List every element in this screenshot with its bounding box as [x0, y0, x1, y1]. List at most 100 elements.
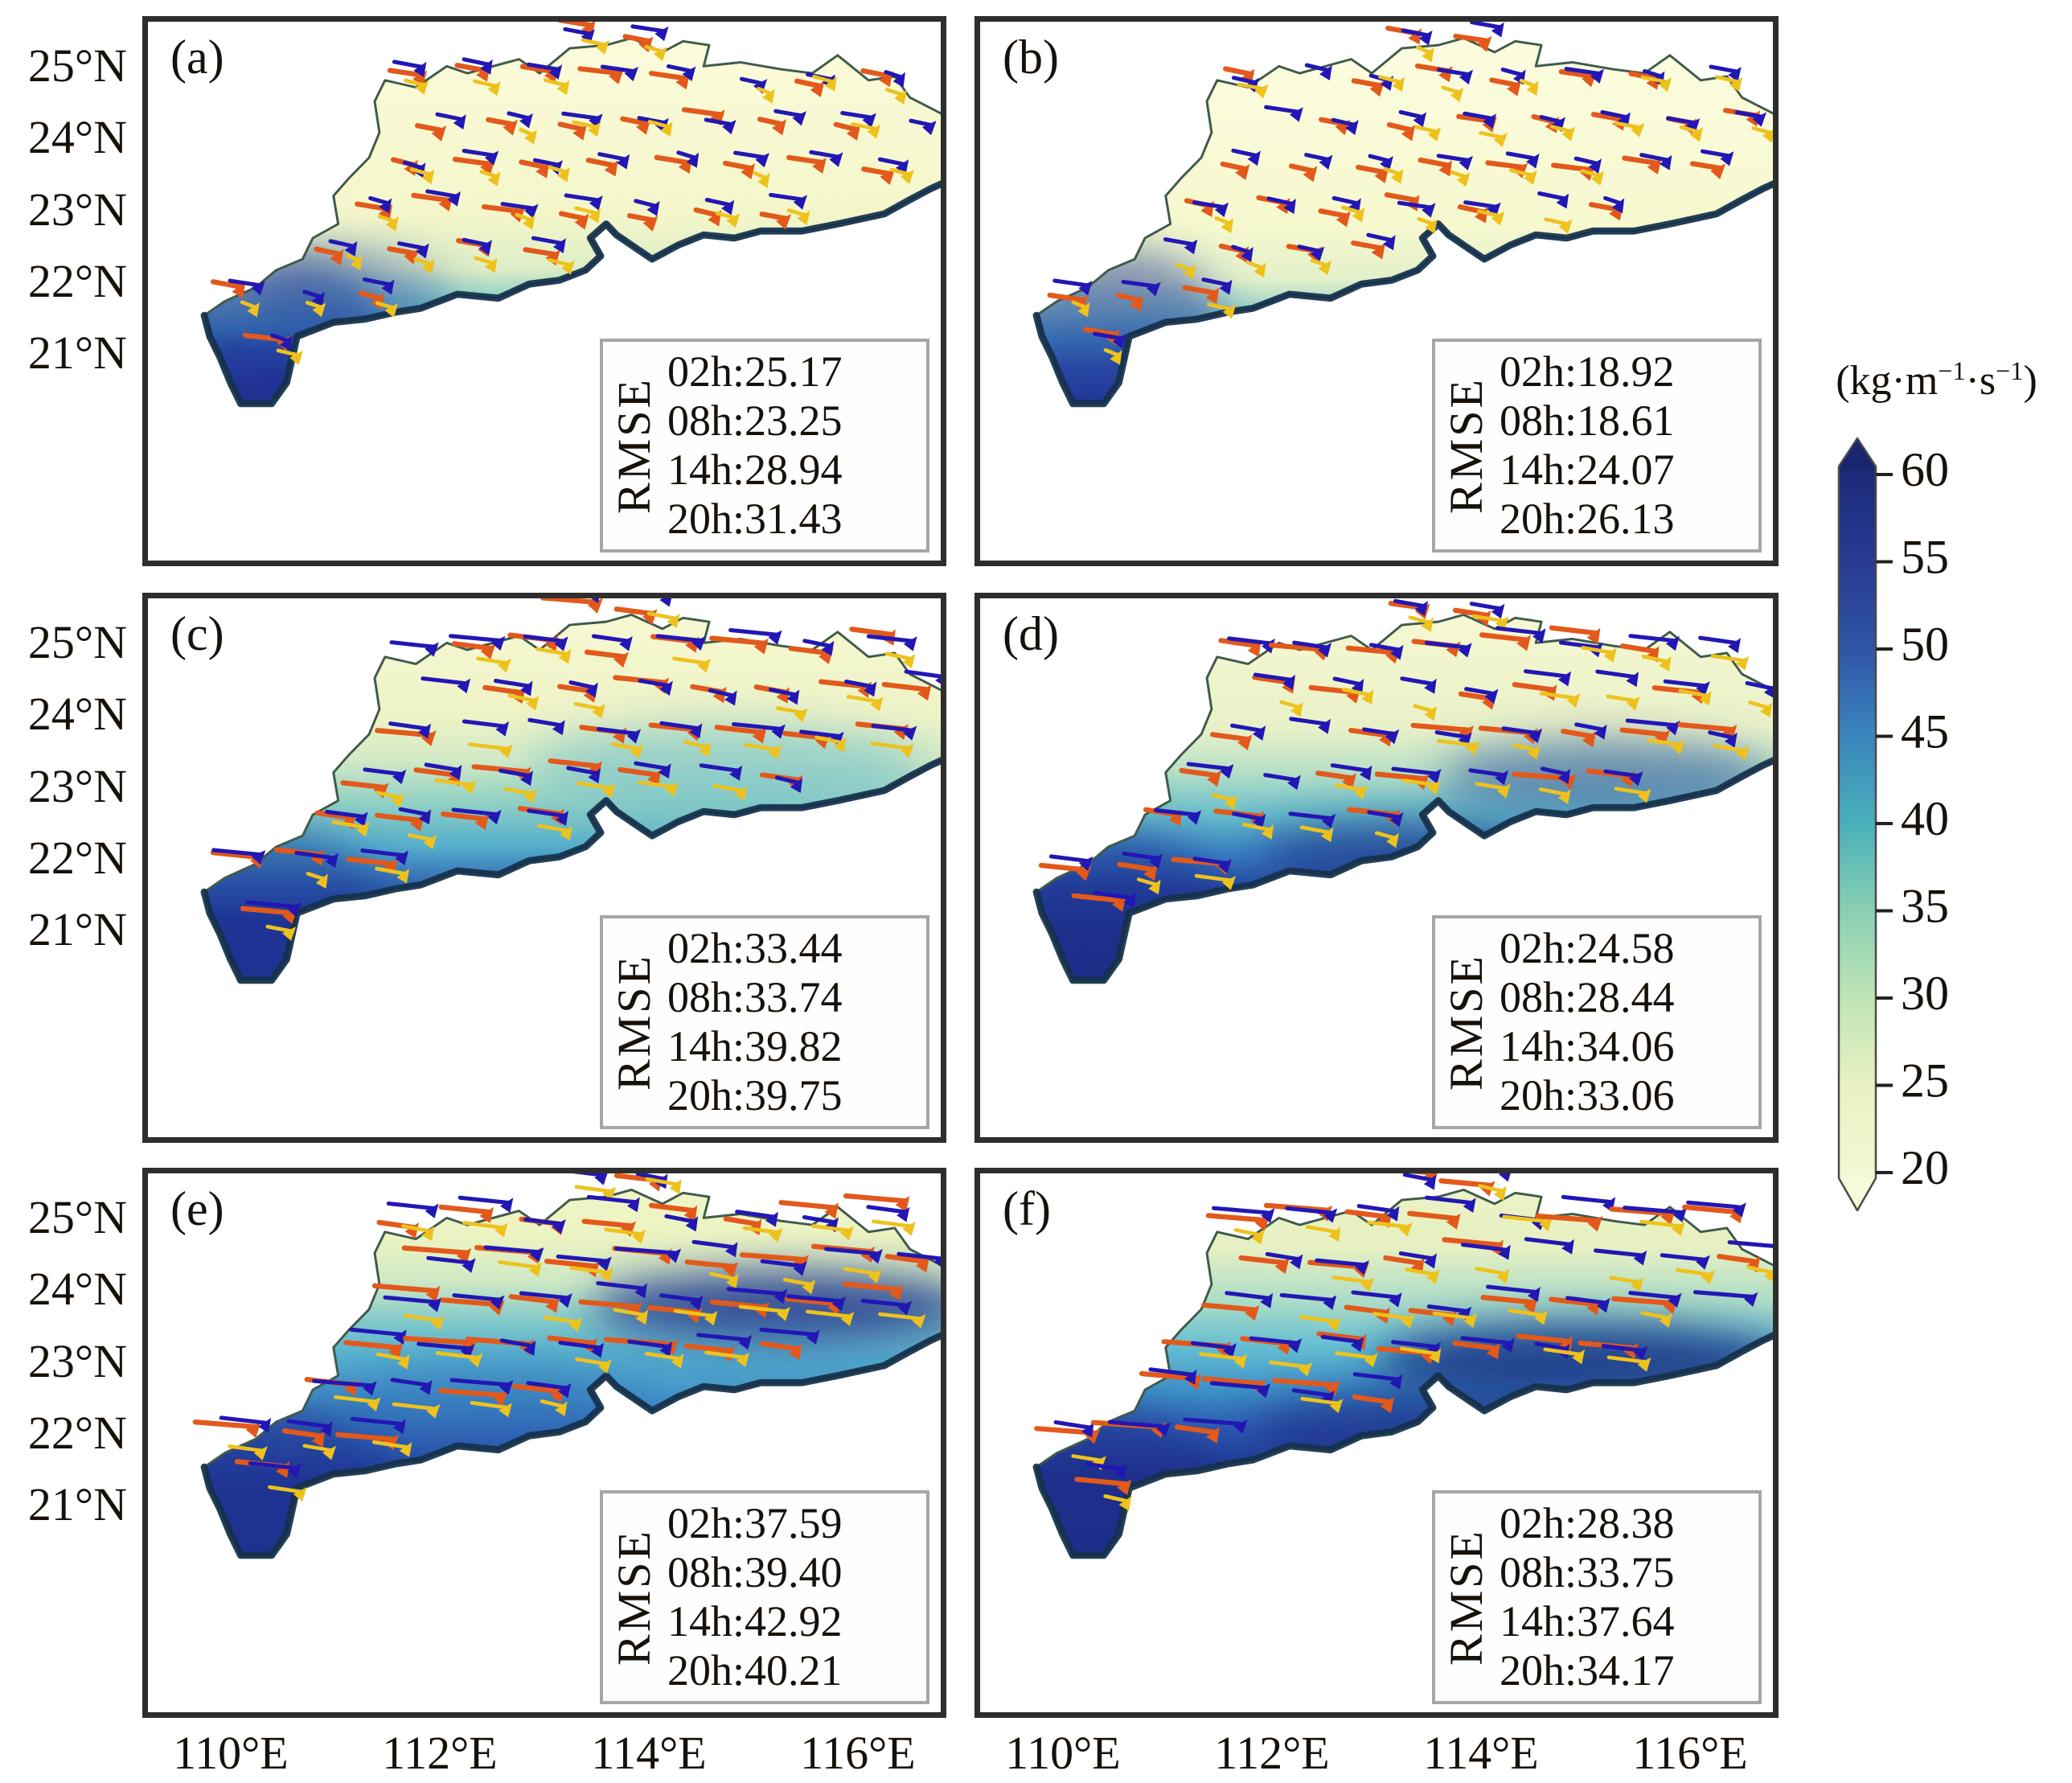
x-axis-label: 116°E	[800, 1727, 916, 1779]
rmse-box-title: RMSE	[608, 377, 660, 514]
rmse-box: RMSE 02h:33.44 08h:33.74 14h:39.82 20h:39.75	[600, 915, 929, 1129]
y-axis-label: 23°N	[27, 759, 127, 812]
rmse-line: 14h:37.64	[1500, 1597, 1675, 1645]
rmse-box-title: RMSE	[1440, 377, 1492, 514]
rmse-box-title: RMSE	[1440, 954, 1492, 1091]
colorbar-tick-label: 35	[1901, 879, 1949, 932]
colorbar-tick-label: 30	[1901, 967, 1949, 1020]
colorbar-unit-post: )	[2023, 358, 2037, 404]
y-axis-label: 25°N	[27, 616, 127, 668]
coastline	[200, 1332, 941, 1559]
colorbar-tick-label: 55	[1901, 530, 1949, 583]
y-axis-label: 24°N	[27, 1263, 127, 1316]
panel-label: (f)	[1003, 1182, 1051, 1235]
y-axis-label: 25°N	[27, 39, 127, 92]
panel-label: (a)	[170, 31, 224, 84]
colorbar-tick-label: 25	[1901, 1054, 1949, 1107]
colorbar-unit-pre: (kg·m	[1836, 358, 1939, 404]
rmse-values: 02h:28.38 08h:33.75 14h:37.64 20h:34.17	[1490, 1499, 1758, 1695]
rmse-box: RMSE 02h:28.38 08h:33.75 14h:37.64 20h:34.17	[1432, 1490, 1762, 1704]
rmse-line: 20h:33.06	[1500, 1071, 1675, 1120]
coastline	[200, 180, 941, 408]
rmse-line: 08h:33.74	[667, 973, 843, 1021]
map-panel-c: (c) RMSE 02h:33.44 08h:33.74 14h:39.82 20h:39…	[142, 593, 946, 1143]
y-axis-label: 21°N	[27, 903, 127, 956]
rmse-values: 02h:24.58 08h:28.44 14h:34.06 20h:33.06	[1490, 924, 1758, 1120]
y-axis-label: 22°N	[27, 831, 127, 884]
rmse-values: 02h:33.44 08h:33.74 14h:39.82 20h:39.75	[658, 924, 926, 1120]
x-axis-label: 114°E	[1423, 1727, 1539, 1779]
map-panel-f: (f) RMSE 02h:28.38 08h:33.75 14h:37.64 20h:34…	[974, 1168, 1779, 1718]
colorbar-unit-sup2: −1	[1996, 356, 2024, 386]
rmse-line: 02h:37.59	[667, 1499, 843, 1547]
rmse-line: 20h:26.13	[1500, 495, 1675, 543]
rmse-line: 08h:18.61	[1500, 396, 1675, 445]
coastline	[1032, 180, 1773, 408]
map-panel-a: (a) RMSE 02h:25.17 08h:23.25 14h:28.94 20h:31…	[142, 16, 946, 566]
x-axis-label: 116°E	[1632, 1727, 1748, 1779]
rmse-line: 02h:28.38	[1500, 1499, 1675, 1547]
y-axis-label: 25°N	[27, 1191, 127, 1243]
y-axis-label: 21°N	[27, 327, 127, 380]
rmse-box: RMSE 02h:18.92 08h:18.61 14h:24.07 20h:26.13	[1432, 339, 1762, 553]
colorbar-unit-mid: ·s	[1965, 358, 1996, 404]
coastline	[1032, 1332, 1773, 1559]
colorbar-tick-label: 20	[1901, 1141, 1949, 1194]
rmse-line: 20h:39.75	[667, 1071, 843, 1120]
rmse-line: 14h:42.92	[667, 1597, 843, 1645]
wind-arrows	[1047, 22, 1773, 365]
x-axis-label: 112°E	[382, 1727, 498, 1779]
colorbar-tick-label: 45	[1901, 705, 1949, 758]
rmse-values: 02h:37.59 08h:39.40 14h:42.92 20h:40.21	[658, 1499, 926, 1695]
y-axis-label: 22°N	[27, 1406, 127, 1459]
wind-arrows	[1038, 598, 1773, 912]
x-axis-label: 114°E	[591, 1727, 707, 1779]
colorbar-tick-label: 60	[1901, 443, 1949, 496]
map-panel-e: (e) RMSE 02h:37.59 08h:39.40 14h:42.92 20h:40…	[142, 1168, 946, 1718]
rmse-line: 14h:39.82	[667, 1022, 843, 1070]
rmse-box-title: RMSE	[608, 954, 660, 1091]
colorbar-unit-label: (kg·m−1·s−1)	[1801, 356, 2072, 405]
y-axis-label: 23°N	[27, 183, 127, 236]
wind-arrows	[210, 22, 937, 365]
map-canvas	[1032, 22, 1773, 408]
rmse-line: 20h:34.17	[1500, 1646, 1675, 1695]
colorbar-tick-label: 40	[1901, 792, 1949, 845]
rmse-line: 20h:40.21	[667, 1646, 843, 1695]
map-panel-d: (d) RMSE 02h:24.58 08h:28.44 14h:34.06 20h:33…	[974, 593, 1779, 1143]
rmse-line: 08h:39.40	[667, 1548, 843, 1596]
map-canvas	[200, 598, 941, 984]
rmse-line: 14h:34.06	[1500, 1022, 1675, 1070]
rmse-line: 08h:33.75	[1500, 1548, 1675, 1596]
coastline	[1032, 757, 1773, 984]
rmse-line: 08h:23.25	[667, 396, 843, 445]
y-axis-label: 24°N	[27, 111, 127, 164]
x-axis-label: 110°E	[173, 1727, 289, 1779]
rmse-line: 14h:28.94	[667, 446, 843, 494]
rmse-box: RMSE 02h:25.17 08h:23.25 14h:28.94 20h:31.43	[600, 339, 929, 553]
rmse-values: 02h:18.92 08h:18.61 14h:24.07 20h:26.13	[1490, 347, 1758, 544]
rmse-line: 02h:25.17	[667, 347, 843, 396]
y-axis-label: 23°N	[27, 1334, 127, 1387]
colorbar-bar	[1837, 437, 1877, 1212]
rmse-line: 02h:24.58	[1500, 924, 1675, 972]
rmse-box: RMSE 02h:24.58 08h:28.44 14h:34.06 20h:33.06	[1432, 915, 1762, 1129]
map-panel-b: (b) RMSE 02h:18.92 08h:18.61 14h:24.07 20h:26…	[974, 16, 1779, 566]
x-axis-label: 110°E	[1005, 1727, 1121, 1779]
rmse-values: 02h:25.17 08h:23.25 14h:28.94 20h:31.43	[658, 347, 926, 544]
rmse-box-title: RMSE	[1440, 1529, 1492, 1666]
rmse-line: 14h:24.07	[1500, 446, 1675, 494]
colorbar-unit-sup1: −1	[1938, 356, 1966, 386]
colorbar: 60 55 50 45 40 35 30 25 20	[1837, 437, 1949, 1212]
wind-arrows	[1034, 1173, 1773, 1511]
panel-label: (d)	[1003, 607, 1059, 660]
panel-label: (c)	[170, 607, 224, 660]
rmse-box-title: RMSE	[608, 1529, 660, 1666]
coastline	[200, 757, 941, 984]
colorbar-tick-label: 50	[1901, 618, 1949, 671]
rmse-line: 02h:33.44	[667, 924, 843, 972]
rmse-line: 20h:31.43	[667, 495, 843, 543]
rmse-line: 08h:28.44	[1500, 973, 1675, 1021]
panel-label: (b)	[1003, 31, 1059, 84]
